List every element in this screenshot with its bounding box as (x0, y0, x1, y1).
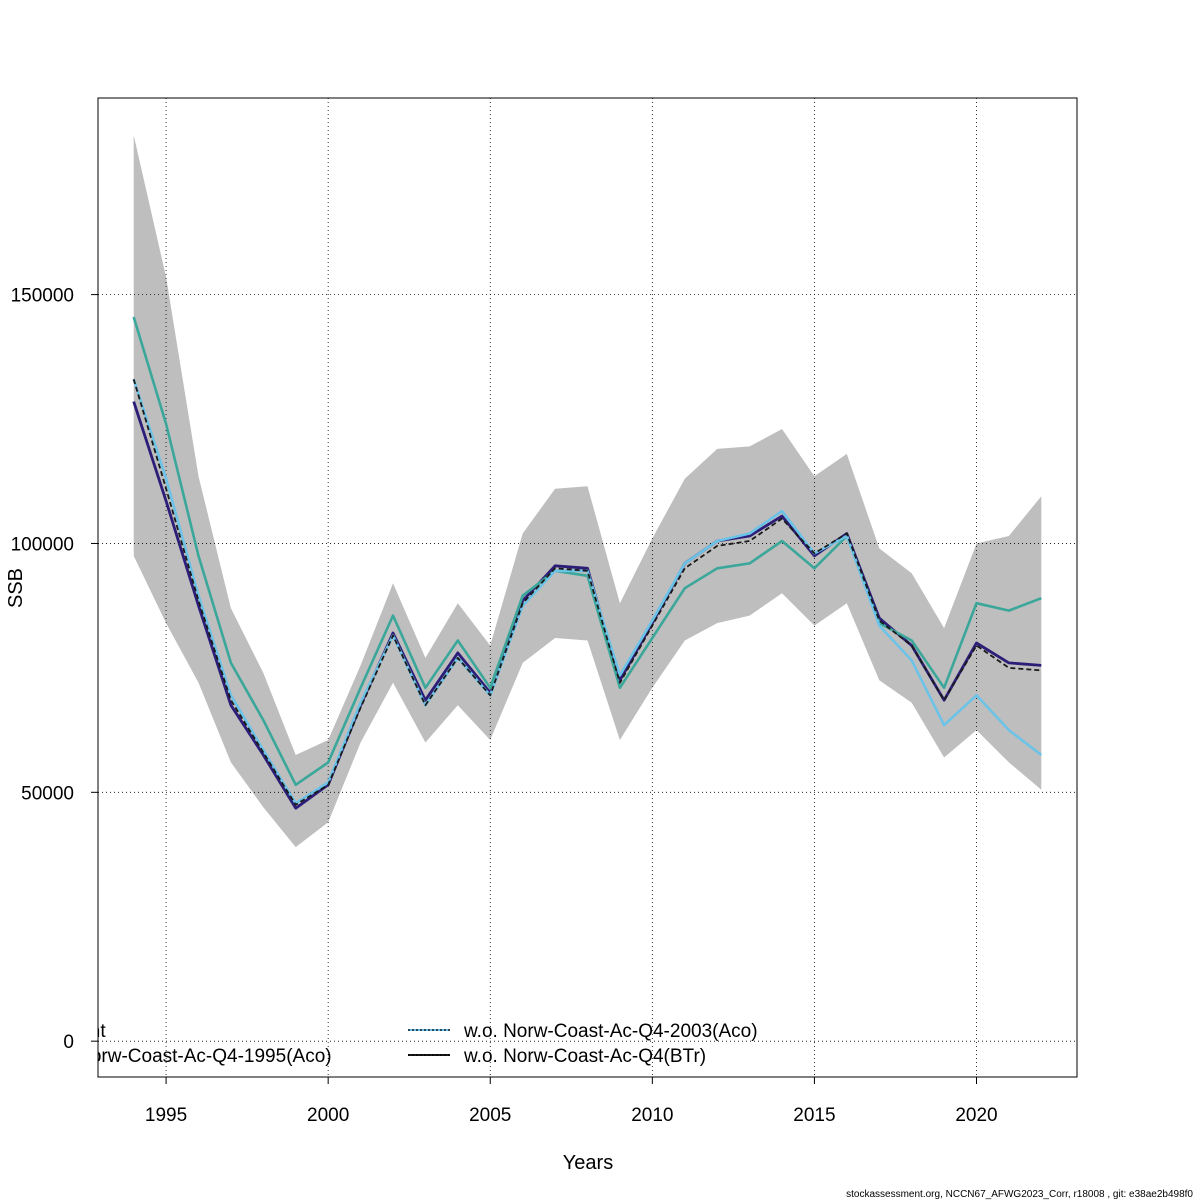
series-line-1 (132, 401, 1042, 810)
confidence-band-layer (133, 135, 1042, 848)
x-tick-label-2000: 2000 (307, 1105, 349, 1126)
y-tick-label-50000: 50000 (21, 783, 74, 804)
y-axis-title: SSB (5, 568, 27, 608)
x-tick-label-1995: 1995 (145, 1105, 187, 1126)
footer-credit: stockassessment.org, NCCN67_AFWG2023_Cor… (846, 1189, 1193, 1200)
x-tick-label-2010: 2010 (631, 1105, 673, 1126)
x-tick-label-2015: 2015 (793, 1105, 835, 1126)
confidence-band (133, 135, 1042, 848)
x-tick-label-2005: 2005 (469, 1105, 511, 1126)
plot-frame (97, 97, 1078, 1078)
x-axis-title: Years (563, 1152, 613, 1174)
y-tick-label-100000: 100000 (11, 534, 74, 555)
y-tick-label-0: 0 (63, 1032, 74, 1053)
legend-label-1: urrent (56, 1021, 106, 1042)
axes: 1995 2000 2005 2010 2015 2020 0 50000 100000 1500… (11, 286, 998, 1126)
legend-label-4: w.o. Norw-Coast-Ac-Q4(BTr) (463, 1046, 706, 1067)
legend-label-2: o. Norw-Coast-Ac-Q4-1995(Aco) (56, 1046, 332, 1067)
series-line-4 (132, 378, 1042, 806)
y-tick-label-150000: 150000 (11, 286, 74, 307)
legend: urrent o. Norw-Coast-Ac-Q4-1995(Aco) w.o. … (56, 1021, 758, 1067)
series-layer (132, 316, 1043, 810)
x-tick-label-2020: 2020 (955, 1105, 997, 1126)
legend-label-3: w.o. Norw-Coast-Ac-Q4-2003(Aco) (463, 1021, 758, 1042)
